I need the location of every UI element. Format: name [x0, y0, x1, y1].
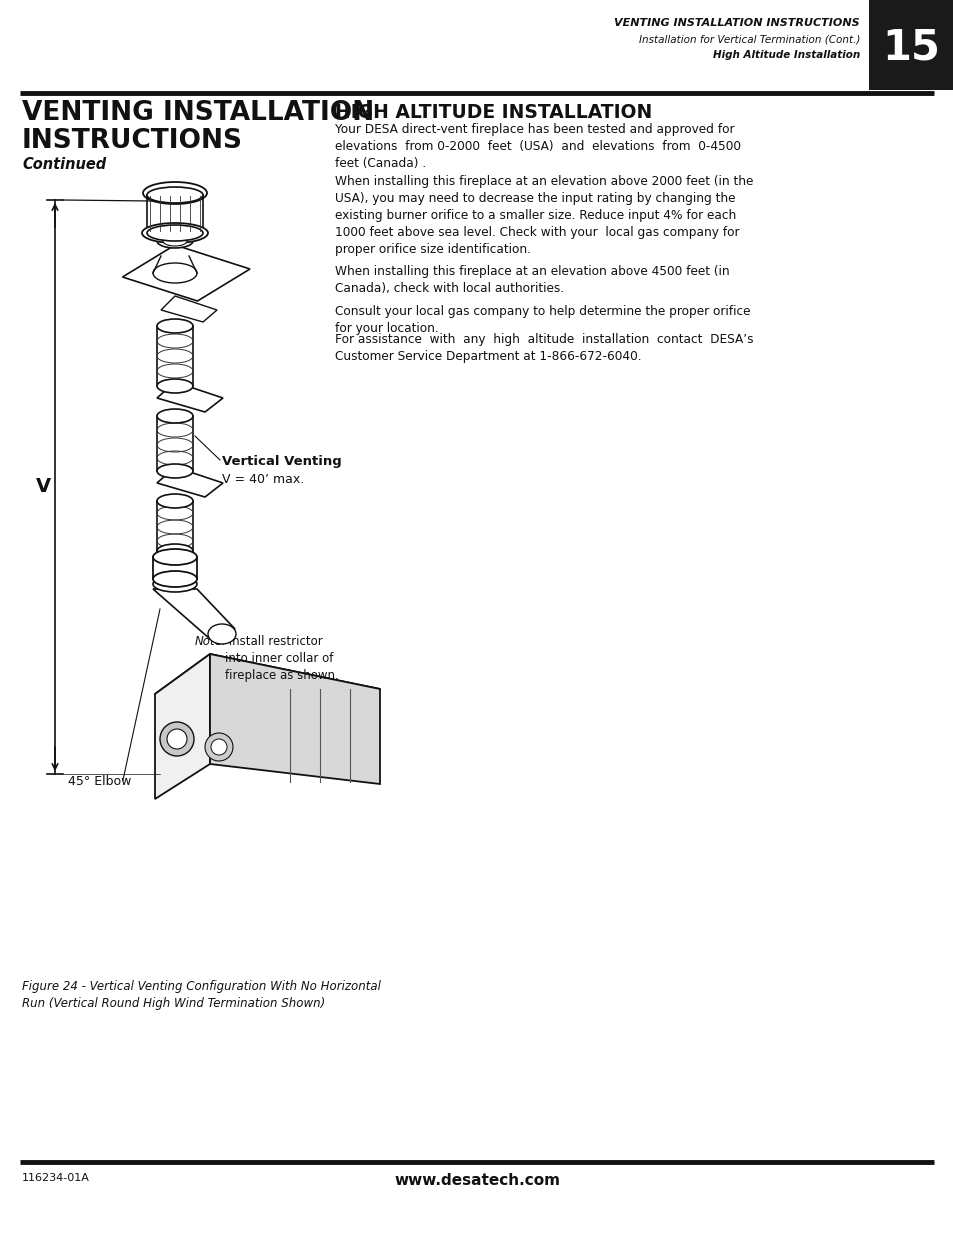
Ellipse shape — [160, 722, 193, 756]
Ellipse shape — [163, 236, 187, 246]
Bar — [868, 0, 953, 90]
Bar — [147, 195, 203, 233]
Text: Figure 24 - Vertical Venting Configuration With No Horizontal
Run (Vertical Roun: Figure 24 - Vertical Venting Configurati… — [22, 981, 380, 1010]
Bar — [152, 557, 196, 579]
Text: 15: 15 — [882, 27, 939, 69]
Text: Installation for Vertical Termination (Cont.): Installation for Vertical Termination (C… — [638, 35, 859, 44]
Text: For assistance  with  any  high  altitude  installation  contact  DESA’s
Custome: For assistance with any high altitude in… — [335, 333, 753, 363]
Text: VENTING INSTALLATION: VENTING INSTALLATION — [22, 100, 374, 126]
Text: V: V — [35, 478, 51, 496]
Polygon shape — [122, 245, 250, 301]
Polygon shape — [154, 655, 210, 799]
Ellipse shape — [157, 233, 193, 248]
Polygon shape — [154, 655, 379, 729]
Text: High Altitude Installation: High Altitude Installation — [712, 49, 859, 61]
Text: Consult your local gas company to help determine the proper orifice
for your loc: Consult your local gas company to help d… — [335, 305, 750, 335]
Bar — [157, 416, 193, 471]
Ellipse shape — [205, 734, 233, 761]
Ellipse shape — [143, 182, 207, 204]
Text: Continued: Continued — [22, 157, 106, 172]
Text: Vertical Venting: Vertical Venting — [222, 454, 341, 468]
Polygon shape — [210, 655, 379, 784]
Text: HIGH ALTITUDE INSTALLATION: HIGH ALTITUDE INSTALLATION — [335, 103, 652, 122]
Ellipse shape — [157, 464, 193, 478]
Text: 116234-01A: 116234-01A — [22, 1173, 90, 1183]
Text: V = 40’ max.: V = 40’ max. — [222, 473, 304, 487]
Ellipse shape — [157, 379, 193, 393]
Polygon shape — [157, 382, 223, 412]
Text: When installing this fireplace at an elevation above 4500 feet (in
Canada), chec: When installing this fireplace at an ele… — [335, 266, 729, 295]
Ellipse shape — [167, 729, 187, 748]
Text: Note:: Note: — [194, 635, 227, 648]
Ellipse shape — [157, 319, 193, 333]
Text: www.desatech.com: www.desatech.com — [394, 1173, 559, 1188]
Polygon shape — [157, 467, 223, 496]
Bar — [157, 501, 193, 551]
Text: 45° Elbow: 45° Elbow — [68, 776, 132, 788]
Text: VENTING INSTALLATION INSTRUCTIONS: VENTING INSTALLATION INSTRUCTIONS — [614, 19, 859, 28]
Ellipse shape — [142, 224, 208, 243]
Ellipse shape — [152, 263, 196, 283]
Text: Your DESA direct-vent fireplace has been tested and approved for
elevations  fro: Your DESA direct-vent fireplace has been… — [335, 124, 740, 170]
Text: INSTRUCTIONS: INSTRUCTIONS — [22, 128, 243, 154]
Text: When installing this fireplace at an elevation above 2000 feet (in the
USA), you: When installing this fireplace at an ele… — [335, 175, 753, 256]
Text: Install restrictor
into inner collar of
fireplace as shown.: Install restrictor into inner collar of … — [225, 635, 338, 682]
Polygon shape — [161, 296, 216, 322]
Ellipse shape — [147, 225, 203, 241]
Ellipse shape — [211, 739, 227, 755]
Ellipse shape — [157, 409, 193, 424]
Ellipse shape — [152, 550, 196, 564]
Ellipse shape — [152, 576, 196, 592]
Ellipse shape — [152, 571, 196, 587]
Bar — [157, 326, 193, 387]
Polygon shape — [152, 589, 234, 638]
Ellipse shape — [147, 186, 203, 203]
Ellipse shape — [157, 494, 193, 508]
Ellipse shape — [157, 543, 193, 558]
Ellipse shape — [208, 624, 235, 643]
